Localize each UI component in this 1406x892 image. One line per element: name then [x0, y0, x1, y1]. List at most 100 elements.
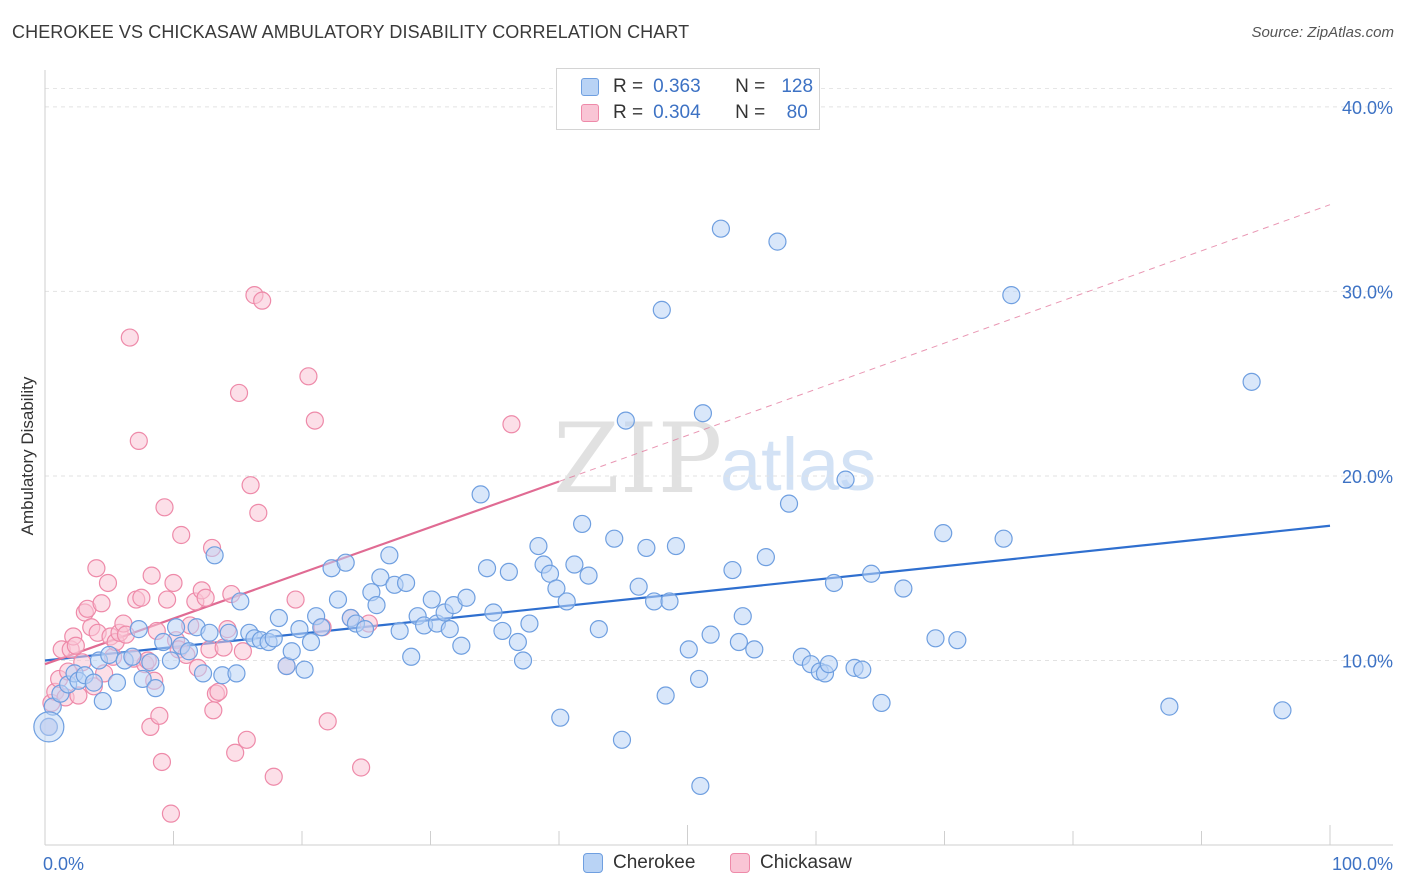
cherokee-point [679, 640, 698, 659]
chickasaw-point [299, 367, 318, 386]
cherokee-point [853, 660, 872, 679]
legend-item-cherokee: Cherokee [583, 852, 695, 874]
cherokee-legend-label: Cherokee [613, 852, 696, 873]
cherokee-point [926, 629, 945, 648]
cherokee-point [1273, 701, 1292, 720]
cherokee-point [312, 618, 331, 637]
source-label: Source: ZipAtlas.com [1251, 24, 1394, 41]
chickasaw-point [209, 682, 228, 701]
chickasaw-n-value: 80 [786, 102, 808, 123]
cherokee-point [508, 632, 527, 652]
chart-title: CHEROKEE VS CHICKASAW AMBULATORY DISABIL… [12, 22, 690, 42]
cherokee-point [605, 529, 624, 548]
grid-lines [45, 87, 1392, 661]
cherokee-point [644, 592, 664, 611]
cherokee-point [579, 566, 598, 585]
cherokee-point [219, 623, 238, 642]
n-label: N = [735, 102, 766, 123]
cherokee-point [872, 693, 891, 713]
cherokee-point [656, 686, 675, 705]
cherokee-n-value: 128 [781, 76, 814, 97]
chickasaw-point [157, 590, 177, 609]
x-tick-label-min: 0.0% [43, 854, 84, 874]
cherokee-point [141, 653, 160, 672]
cherokee-point [290, 620, 309, 639]
cherokee-point [994, 529, 1013, 548]
chickasaw-point [161, 804, 181, 823]
cherokee-point [573, 514, 592, 534]
chickasaw-point [502, 415, 521, 434]
cherokee-point [107, 673, 127, 692]
cherokee-point [557, 592, 576, 611]
cherokee-point [93, 691, 112, 711]
chickasaw-r-value: 0.304 [653, 102, 701, 123]
watermark-zip: ZIP [553, 403, 722, 515]
cherokee-point [380, 546, 399, 565]
cherokee-point [745, 640, 764, 659]
chickasaw-point [237, 730, 256, 749]
cherokee-point [328, 590, 348, 609]
cherokee-point [227, 664, 246, 683]
chickasaw-point [286, 590, 305, 609]
cherokee-point [282, 642, 301, 661]
y-tick-label: 40.0% [1342, 98, 1393, 118]
cherokee-point [1160, 697, 1179, 716]
chickasaw-point [98, 573, 118, 593]
cherokee-r-value: 0.363 [653, 76, 701, 97]
chickasaw-point [229, 383, 249, 403]
watermark-atlas: atlas [720, 423, 876, 506]
cherokee-point [205, 546, 224, 565]
chickasaw-point [142, 566, 161, 585]
cherokee-point [691, 776, 710, 796]
cherokee-point [477, 559, 497, 578]
chickasaw-point [164, 573, 183, 593]
cherokee-point [701, 625, 720, 644]
cherokee-point [493, 621, 512, 641]
cherokee-point [729, 632, 749, 652]
y-tick-label: 10.0% [1342, 651, 1393, 671]
cherokee-swatch [581, 78, 599, 96]
watermark: ZIP atlas [553, 403, 876, 515]
cherokee-point [862, 564, 881, 583]
cherokee-point [457, 588, 476, 607]
cherokee-point [84, 673, 103, 692]
y-tick-label: 30.0% [1342, 282, 1393, 302]
x-tick-label-max: 100.0% [1332, 854, 1393, 874]
cherokee-point [471, 485, 490, 504]
cherokee-point [231, 592, 250, 611]
series-legend: Cherokee Chickasaw [0, 852, 1406, 876]
r-label: R = [613, 76, 644, 97]
cherokee-point [711, 219, 731, 238]
cherokee-point [129, 620, 148, 639]
cherokee-point [336, 553, 355, 572]
cherokee-point [1002, 286, 1021, 305]
cherokee-point [269, 608, 288, 628]
cherokee-point [200, 623, 219, 642]
cherokee-point [894, 579, 913, 598]
cherokee-point [768, 232, 787, 251]
cherokee-point [193, 664, 213, 683]
y-tick-label: 20.0% [1342, 467, 1393, 487]
cherokee-point [513, 651, 533, 670]
chickasaw-point [66, 636, 85, 655]
cherokee-point [948, 631, 967, 650]
chickasaw-point [305, 411, 324, 430]
cherokee-point [452, 636, 471, 655]
cherokee-point [390, 621, 409, 641]
cherokee-point [652, 300, 671, 319]
cherokee-point [1242, 372, 1261, 391]
cherokee-point [295, 660, 314, 679]
chickasaw-point [152, 752, 172, 772]
chickasaw-point [155, 498, 174, 517]
cherokee-point [934, 524, 953, 543]
cherokee-point [422, 590, 441, 609]
chickasaw-point [129, 431, 148, 450]
cherokee-point [154, 632, 173, 652]
legend-row-cherokee: R = 0.363 N = 128 [581, 75, 817, 99]
cherokee-point [520, 614, 539, 633]
cherokee-point [689, 669, 709, 689]
cherokee-point [756, 548, 775, 567]
chickasaw-legend-label: Chickasaw [760, 852, 852, 873]
cherokee-point [589, 620, 608, 639]
chickasaw-point [196, 588, 215, 607]
